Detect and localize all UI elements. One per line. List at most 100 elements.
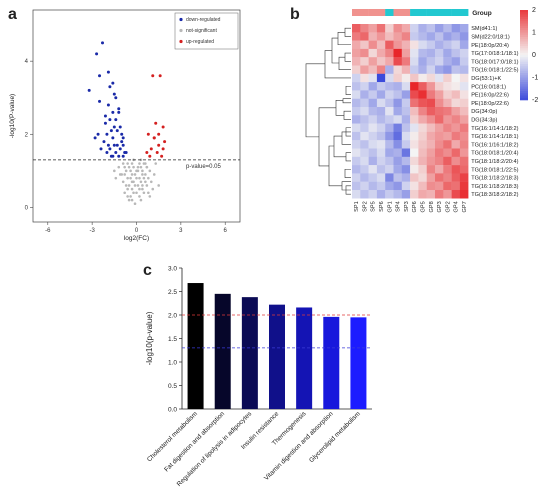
heatmap-cell bbox=[443, 24, 452, 33]
heatmap-group-bar-cell bbox=[385, 9, 394, 16]
heatmap-cell bbox=[368, 48, 378, 58]
dendrogram-branch bbox=[344, 168, 351, 178]
heatmap-cell bbox=[459, 156, 469, 166]
heatmap-cell bbox=[451, 73, 461, 83]
heatmap-cell bbox=[443, 90, 452, 99]
heatmap-cell bbox=[352, 148, 361, 157]
heatmap-cell bbox=[385, 173, 394, 182]
heatmap-cell bbox=[360, 156, 369, 166]
volcano-point-up bbox=[151, 74, 155, 78]
volcano-point-ns bbox=[123, 191, 126, 195]
volcano-point-ns bbox=[135, 169, 138, 173]
heatmap-row-label: TG(18:1/18:2/18:3) bbox=[471, 176, 518, 182]
heatmap-cell bbox=[435, 24, 444, 33]
volcano-point-ns bbox=[141, 173, 144, 176]
volcano-point-ns bbox=[121, 180, 125, 184]
volcano-point-ns bbox=[133, 184, 137, 187]
heatmap-column-label: SP3 bbox=[404, 201, 410, 212]
heatmap-row-label: TG(18:0/18:1/20:4) bbox=[471, 151, 518, 157]
volcano-point-up bbox=[152, 136, 156, 140]
heatmap-cell bbox=[410, 90, 419, 99]
heatmap-cell bbox=[401, 107, 411, 116]
heatmap-cell bbox=[459, 181, 469, 191]
heatmap-scale-segment bbox=[520, 70, 528, 74]
heatmap-cell bbox=[443, 148, 452, 157]
volcano-point-ns bbox=[147, 191, 150, 195]
heatmap-cell bbox=[376, 148, 386, 157]
heatmap-row-label: TG(18:3/18:2/18:2) bbox=[471, 192, 518, 198]
dendrogram-branch bbox=[305, 63, 325, 138]
heatmap-cell bbox=[401, 32, 411, 41]
heatmap-cell bbox=[368, 173, 378, 182]
volcano-point-ns bbox=[118, 173, 122, 176]
heatmap-cell bbox=[368, 131, 378, 141]
heatmap-cell bbox=[410, 73, 419, 83]
heatmap-cell bbox=[435, 156, 444, 166]
volcano-point-down bbox=[105, 132, 109, 136]
volcano-point-ns bbox=[142, 176, 146, 180]
heatmap-cell bbox=[418, 48, 427, 58]
heatmap-cell bbox=[393, 156, 402, 166]
heatmap-cell bbox=[376, 131, 386, 141]
heatmap-cell bbox=[410, 140, 419, 149]
volcano-point-down bbox=[111, 110, 115, 114]
volcano-point-up bbox=[145, 151, 149, 155]
heatmap-cell bbox=[368, 115, 378, 124]
heatmap-cell bbox=[368, 107, 378, 116]
heatmap-cell bbox=[393, 40, 402, 50]
bar bbox=[187, 283, 204, 409]
heatmap-row-label: TG(16:1/14:1/18:2) bbox=[471, 126, 518, 132]
heatmap-cell bbox=[435, 98, 444, 108]
heatmap-cell bbox=[360, 40, 369, 50]
heatmap-cell bbox=[352, 65, 361, 74]
heatmap-cell bbox=[376, 165, 386, 174]
heatmap-cell bbox=[435, 90, 444, 99]
heatmap-group-bar-cell bbox=[393, 9, 402, 16]
heatmap-cell bbox=[393, 173, 402, 182]
heatmap-cell bbox=[410, 82, 419, 91]
volcano-point-ns bbox=[138, 176, 141, 180]
heatmap-cell bbox=[393, 98, 402, 108]
volcano-point-ns bbox=[138, 187, 141, 191]
heatmap-cell bbox=[376, 98, 386, 108]
heatmap-cell bbox=[426, 57, 436, 66]
heatmap-cell bbox=[360, 131, 369, 141]
heatmap-scale-segment bbox=[520, 61, 528, 65]
heatmap-scale-segment bbox=[520, 16, 528, 20]
heatmap-scale-segment bbox=[520, 41, 528, 45]
volcano-legend-swatch-ns bbox=[179, 28, 183, 33]
dendrogram-branch bbox=[333, 135, 346, 158]
heatmap-cell bbox=[459, 90, 469, 99]
volcano-legend-box bbox=[174, 12, 239, 50]
heatmap-row-label: DG(34:3p) bbox=[471, 118, 497, 124]
heatmap-cell bbox=[443, 48, 452, 58]
bar-y-tick-label: 2.5 bbox=[168, 289, 177, 296]
volcano-point-ns bbox=[123, 173, 126, 176]
heatmap-cell bbox=[401, 82, 411, 91]
heatmap-cell bbox=[376, 156, 386, 166]
volcano-y-tick-label: 2 bbox=[25, 132, 29, 138]
heatmap-cell bbox=[426, 98, 436, 108]
heatmap-cell bbox=[410, 24, 419, 33]
heatmap-cell bbox=[385, 57, 394, 66]
heatmap-cell bbox=[451, 90, 461, 99]
bar-y-tick-label: 2.0 bbox=[168, 313, 177, 320]
heatmap-cell bbox=[418, 165, 427, 174]
heatmap-cell bbox=[410, 98, 419, 108]
heatmap-cell bbox=[360, 82, 369, 91]
heatmap-cell bbox=[443, 57, 452, 66]
heatmap-cell bbox=[435, 173, 444, 182]
heatmap-cell bbox=[435, 115, 444, 124]
heatmap-column-label: SP1 bbox=[354, 201, 360, 212]
heatmap-scale-segment bbox=[520, 30, 528, 33]
heatmap-row-label: PE(16:0p/22:6) bbox=[471, 93, 509, 99]
volcano-point-ns bbox=[136, 184, 140, 187]
heatmap-cell bbox=[393, 90, 402, 99]
heatmap-cell bbox=[410, 107, 419, 116]
heatmap-scale-tick: 1 bbox=[532, 30, 536, 37]
heatmap-cell bbox=[368, 156, 378, 166]
heatmap-cell bbox=[451, 140, 461, 149]
heatmap-cell bbox=[443, 123, 452, 133]
bar bbox=[269, 304, 285, 409]
heatmap-cell bbox=[360, 173, 369, 182]
